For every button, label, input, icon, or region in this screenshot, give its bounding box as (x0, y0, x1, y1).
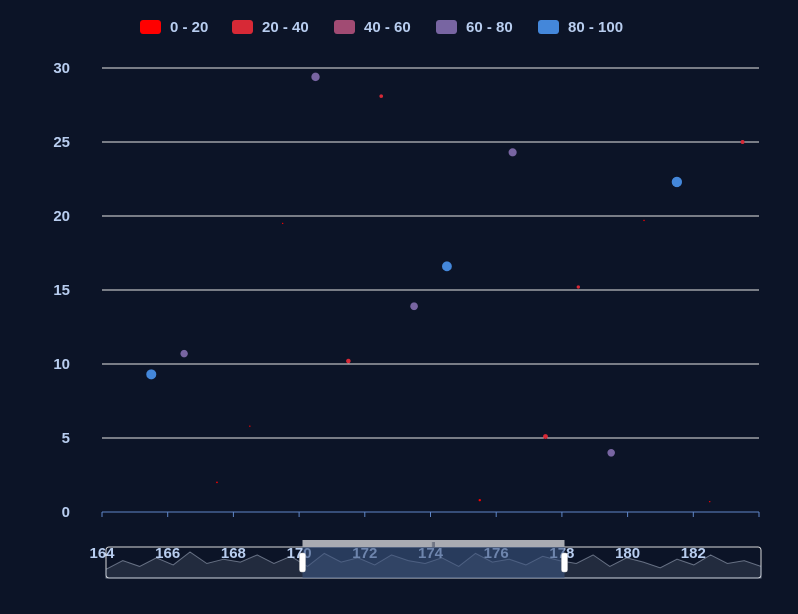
legend-label: 20 - 40 (262, 19, 309, 36)
data-point (671, 176, 683, 188)
legend-swatch (538, 20, 559, 34)
y-tick-label: 5 (62, 430, 70, 447)
y-tick-label: 10 (53, 356, 70, 373)
zoom-selected-range[interactable] (302, 547, 565, 578)
data-point (379, 94, 384, 98)
data-point (709, 500, 711, 503)
data-point (643, 219, 645, 222)
y-tick-label: 15 (53, 282, 70, 299)
legend-swatch (232, 20, 253, 34)
data-point (146, 369, 157, 380)
legend-label: 60 - 80 (466, 19, 513, 36)
data-point (543, 434, 548, 439)
data-point (346, 358, 351, 364)
y-tick-label: 25 (53, 134, 70, 151)
legend[interactable]: 0 - 20 20 - 40 40 - 60 60 - 80 80 - 100 (140, 19, 623, 36)
data-point (249, 425, 251, 427)
x-tick-label: 180 (615, 545, 640, 562)
legend-item[interactable]: 80 - 100 (538, 19, 623, 36)
legend-item[interactable]: 40 - 60 (334, 19, 411, 36)
legend-label: 40 - 60 (364, 19, 411, 36)
zoom-start-handle[interactable] (299, 552, 306, 573)
data-point (478, 498, 481, 502)
x-tick-label: 182 (681, 545, 706, 562)
legend-swatch (334, 20, 355, 34)
grid-lines (102, 67, 759, 439)
data-zoom-slider[interactable]: ||| (105, 540, 762, 579)
legend-label: 0 - 20 (170, 19, 208, 36)
data-point (740, 140, 745, 144)
data-point (508, 148, 517, 157)
zoom-move-handle[interactable] (302, 540, 565, 547)
legend-swatch (140, 20, 161, 34)
data-point (311, 72, 320, 82)
x-tick-label: 168 (221, 545, 246, 562)
data-point (576, 285, 580, 289)
legend-swatch (436, 20, 457, 34)
zoom-end-handle[interactable] (561, 552, 568, 573)
y-axis: 0 5 10 15 20 25 30 (53, 60, 70, 521)
legend-item[interactable]: 20 - 40 (232, 19, 309, 36)
data-point (442, 261, 452, 272)
data-point (281, 222, 284, 225)
x-tick-label: 164 (89, 545, 115, 562)
x-tick-label: 166 (155, 545, 180, 562)
data-point (216, 481, 218, 484)
legend-item[interactable]: 0 - 20 (140, 19, 208, 36)
data-point (180, 349, 188, 358)
y-tick-label: 30 (53, 60, 70, 77)
legend-item[interactable]: 60 - 80 (436, 19, 513, 36)
data-point (410, 302, 418, 311)
data-point (607, 449, 615, 457)
data-points (146, 72, 745, 503)
zoom-grip-icon: ||| (432, 542, 436, 548)
y-tick-label: 0 (62, 504, 70, 521)
y-tick-label: 20 (53, 208, 70, 225)
legend-label: 80 - 100 (568, 19, 623, 36)
